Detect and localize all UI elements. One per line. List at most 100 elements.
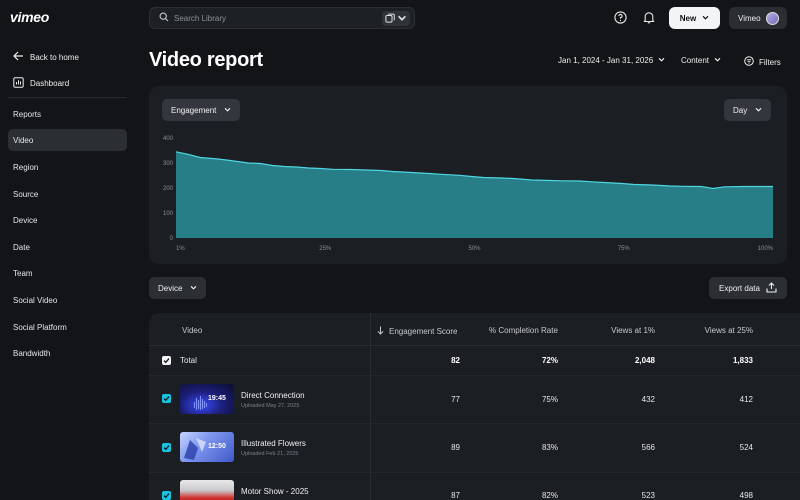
row-checkbox[interactable] [162, 491, 171, 500]
data-point[interactable] [530, 178, 534, 182]
data-point[interactable] [705, 185, 709, 189]
row-checkbox[interactable] [162, 443, 171, 452]
data-point[interactable] [186, 152, 190, 156]
data-point[interactable] [578, 179, 582, 183]
views-at-25: 412 [739, 395, 753, 404]
data-point[interactable] [771, 185, 775, 189]
column-header-video[interactable]: Video [182, 326, 203, 335]
data-point[interactable] [681, 184, 685, 188]
data-point[interactable] [319, 167, 323, 171]
data-point[interactable] [216, 157, 220, 161]
data-point[interactable] [331, 167, 335, 171]
data-point[interactable] [548, 179, 552, 183]
data-point[interactable] [741, 185, 745, 189]
y-tick-label: 200 [163, 186, 174, 192]
data-point[interactable] [228, 159, 232, 163]
search-filter-dropdown[interactable] [382, 11, 410, 26]
sidebar-divider [8, 97, 127, 98]
data-point[interactable] [590, 180, 594, 184]
device-dropdown[interactable]: Device [149, 277, 207, 299]
total-views-25: 1,833 [732, 356, 753, 365]
data-point[interactable] [295, 165, 299, 169]
sidebar-item-label: Bandwidth [13, 348, 51, 358]
sidebar-item-reports[interactable]: Reports [8, 103, 127, 125]
data-point[interactable] [457, 173, 461, 177]
sidebar-item-video[interactable]: Video [8, 129, 127, 151]
sidebar-item-team[interactable]: Team [8, 262, 127, 284]
video-title[interactable]: Illustrated Flowers [241, 439, 306, 448]
data-point[interactable] [198, 156, 202, 160]
data-point[interactable] [711, 187, 715, 191]
data-point[interactable] [632, 183, 636, 187]
data-point[interactable] [650, 183, 654, 187]
account-menu-button[interactable]: Vimeo [729, 7, 787, 29]
row-divider [149, 375, 800, 376]
data-point[interactable] [482, 176, 486, 180]
back-to-home-link[interactable]: Back to home [13, 51, 79, 63]
vimeo-logo[interactable]: vimeo [10, 9, 49, 25]
metric-dropdown[interactable]: Engagement [162, 99, 241, 121]
video-upload-date: Uploaded Feb 21, 2025 [241, 451, 299, 457]
sidebar-item-social-video[interactable]: Social Video [8, 289, 127, 311]
data-point[interactable] [270, 164, 274, 168]
data-point[interactable] [258, 162, 262, 166]
data-point[interactable] [307, 166, 311, 170]
sidebar-item-social-platform[interactable]: Social Platform [8, 316, 127, 338]
sidebar-item-date[interactable]: Date [8, 236, 127, 258]
video-title[interactable]: Direct Connection [241, 391, 305, 400]
export-data-button[interactable]: Export data [709, 277, 787, 299]
filters-button[interactable]: Filters [744, 56, 781, 68]
column-header-completion-rate[interactable]: % Completion Rate [489, 326, 558, 335]
data-point[interactable] [668, 184, 672, 188]
search-input[interactable] [174, 13, 374, 23]
data-point[interactable] [283, 165, 287, 169]
data-point[interactable] [391, 170, 395, 174]
bell-icon[interactable] [642, 10, 656, 24]
content-dropdown[interactable]: Content [681, 56, 721, 65]
data-point[interactable] [723, 185, 727, 189]
sidebar-item-label: Device [13, 215, 38, 225]
sidebar-item-region[interactable]: Region [8, 156, 127, 178]
data-point[interactable] [512, 177, 516, 181]
interval-dropdown[interactable]: Day [724, 99, 772, 121]
export-label: Export data [719, 283, 760, 293]
search-bar[interactable] [149, 7, 415, 29]
data-point[interactable] [379, 169, 383, 173]
x-tick-label: 50% [468, 246, 481, 252]
data-point[interactable] [620, 182, 624, 186]
chevron-down-icon [658, 56, 665, 65]
data-point[interactable] [560, 179, 564, 183]
video-thumbnail[interactable]: 12:50 [180, 432, 234, 462]
video-thumbnail[interactable] [180, 480, 234, 500]
waveform-graphic [194, 396, 207, 410]
account-label: Vimeo [738, 13, 761, 23]
data-point[interactable] [439, 172, 443, 176]
new-button[interactable]: New [669, 7, 720, 29]
column-header-label: Engagement Score [389, 327, 458, 336]
data-point[interactable] [469, 175, 473, 179]
sidebar-item-device[interactable]: Device [8, 209, 127, 231]
views-at-25: 524 [739, 443, 753, 452]
row-checkbox[interactable] [162, 394, 171, 403]
column-header-views-1[interactable]: Views at 1% [611, 326, 655, 335]
data-point[interactable] [349, 168, 353, 172]
data-point[interactable] [409, 171, 413, 175]
select-all-checkbox[interactable] [162, 356, 171, 365]
video-title[interactable]: Motor Show - 2025 [241, 487, 309, 496]
data-point[interactable] [427, 172, 431, 176]
data-point[interactable] [246, 161, 250, 165]
sidebar-item-bandwidth[interactable]: Bandwidth [8, 342, 127, 364]
help-icon[interactable] [613, 10, 627, 24]
column-header-views-25[interactable]: Views at 25% [704, 326, 753, 335]
data-point[interactable] [602, 181, 606, 185]
date-range-dropdown[interactable]: Jan 1, 2024 - Jan 31, 2026 [558, 56, 665, 65]
sidebar-item-source[interactable]: Source [8, 183, 127, 205]
data-point[interactable] [500, 176, 504, 180]
engagement-chart: 400 300 200 100 01% 25% 50% 75% 100% [163, 136, 775, 252]
data-point[interactable] [699, 185, 703, 189]
dashboard-link[interactable]: Dashboard [13, 77, 69, 90]
column-divider [370, 313, 371, 500]
video-thumbnail[interactable]: 19:45 [180, 384, 234, 414]
column-header-engagement-score[interactable]: Engagement Score [377, 326, 458, 337]
data-point[interactable] [174, 150, 178, 154]
